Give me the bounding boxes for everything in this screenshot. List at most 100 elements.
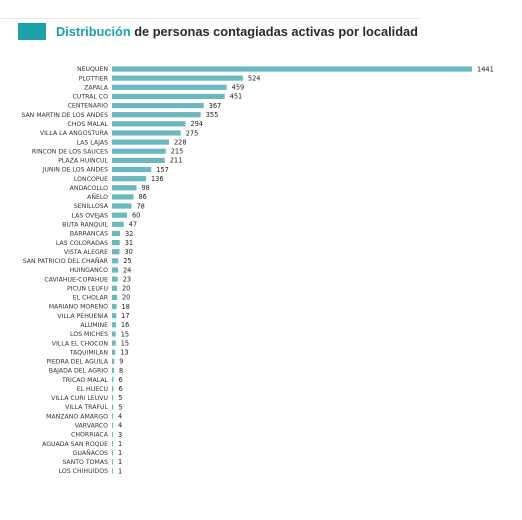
value-label: 20: [122, 285, 130, 293]
category-label: AÑELO: [87, 192, 108, 201]
value-label: 13: [120, 349, 128, 357]
chart-title: Distribución de personas contagiadas act…: [56, 23, 418, 40]
bar-4-centenario: [112, 102, 204, 109]
bar-11-junin-de-los-andes: [112, 166, 152, 173]
value-label: 275: [186, 129, 199, 137]
bar-20-vista-alegre: [112, 249, 120, 255]
category-label: EL CHOLAR: [73, 295, 109, 302]
category-label: JUNIN DE LOS ANDES: [42, 167, 109, 174]
category-label: VILLA LA ANGOSTURA: [40, 130, 109, 137]
category-label: ZAPALA: [84, 84, 109, 91]
category-label: SAN PATRICIO DEL CHAÑAR: [23, 256, 109, 265]
category-label: MARIANO MORENO: [49, 304, 108, 311]
value-label: 15: [121, 339, 129, 347]
category-label: LOS MICHES: [70, 331, 108, 338]
value-label: 25: [123, 257, 131, 265]
bar-41-aguada-san-roque: [112, 440, 113, 447]
top-divider: [0, 18, 421, 19]
value-label: 228: [174, 138, 187, 146]
category-label: TRICAO MALAL: [61, 377, 109, 384]
category-label: BAJADA DEL AGRIO: [49, 368, 108, 375]
value-label: 451: [230, 93, 243, 101]
value-label: 294: [190, 120, 203, 128]
category-label: HUINGANCO: [70, 267, 109, 274]
chart-header: Distribución de personas contagiadas act…: [18, 23, 418, 40]
bar-30-villa-el-chocon: [112, 340, 116, 346]
value-label: 8: [119, 367, 123, 375]
bar-22-huinganco: [112, 267, 118, 273]
bar-31-taquimilan: [112, 349, 116, 355]
category-label: CAVIAHUE-COPAHUE: [44, 276, 108, 283]
value-label: 60: [132, 211, 140, 219]
bar-14-anelo: [112, 194, 134, 200]
value-label: 86: [138, 193, 146, 201]
value-label: 24: [123, 266, 131, 274]
category-label: PICUN LEUFU: [67, 285, 108, 292]
category-label: NEUQUEN: [77, 66, 108, 73]
chart-title-rest: de personas contagiadas activas por loca…: [130, 24, 418, 39]
category-label: LOS CHIHUIDOS: [59, 468, 108, 475]
value-label: 5: [118, 403, 122, 411]
category-label: CHORRIACA: [71, 432, 109, 439]
title-accent-bar: [18, 23, 46, 40]
bar-8-las-lajas: [112, 139, 169, 145]
bar-35-el-huecu: [112, 386, 114, 392]
category-label: VILLA CURI LEUVU: [51, 395, 108, 402]
bar-29-los-miches: [112, 331, 116, 337]
bar-40-chorriaca: [112, 431, 113, 438]
bar-32-piedra-del-aguila: [112, 358, 115, 364]
value-label: 78: [136, 202, 144, 210]
bar-10-plaza-huincul: [112, 157, 165, 163]
value-label: 157: [156, 166, 169, 174]
bar-6-chos-malal: [112, 121, 186, 127]
bar-39-varvarco: [112, 422, 113, 428]
category-label: LAS COLORADAS: [56, 240, 108, 247]
value-label: 1: [118, 449, 122, 457]
chart-title-highlight: Distribución: [56, 24, 131, 39]
category-label: PLOTTIER: [79, 75, 109, 82]
bar-1-plottier: [112, 75, 243, 81]
category-label: TAQUIMILAN: [69, 349, 109, 356]
value-label: 6: [118, 385, 122, 393]
bar-2-zapala: [112, 84, 227, 90]
bar-23-caviahue-copahue: [112, 276, 118, 282]
value-label: 31: [125, 239, 133, 247]
category-label: VARVARCO: [75, 423, 108, 430]
value-label: 1: [118, 440, 122, 448]
value-label: 215: [171, 148, 184, 156]
value-label: 9: [119, 358, 123, 366]
category-label: BUTA RANQUIL: [62, 222, 108, 229]
bar-16-las-ovejas: [112, 212, 127, 218]
category-label: PLAZA HUINCUL: [58, 158, 108, 165]
value-label: 17: [121, 312, 129, 320]
category-label: RINCON DE LOS SAUCES: [32, 148, 108, 155]
category-label: AGUADA SAN ROQUE: [42, 441, 108, 448]
category-label: VISTA ALEGRE: [64, 249, 108, 256]
value-label: 47: [129, 221, 137, 229]
category-label: BARRANCAS: [70, 231, 108, 238]
bar-15-senillosa: [112, 203, 132, 209]
bar-43-santo-tomas: [112, 459, 113, 465]
bar-9-rincon-de-los-sauces: [112, 148, 166, 154]
bar-25-el-cholar: [112, 294, 117, 301]
category-label: VILLA EL CHOCON: [52, 340, 109, 347]
category-label: CENTENARIO: [68, 103, 109, 110]
category-label: ALUMINE: [80, 322, 108, 329]
category-label: VILLA TRAFUL: [65, 404, 108, 411]
bar-27-villa-pehuenia: [112, 313, 117, 319]
category-label: MANZANO AMARGO: [46, 413, 108, 420]
bar-3-cutral-co: [112, 93, 225, 100]
value-label: 136: [151, 175, 164, 183]
value-label: 30: [124, 248, 132, 256]
value-label: 6: [118, 376, 122, 384]
value-label: 5: [118, 394, 122, 402]
bar-7-villa-la-angostura: [112, 130, 181, 136]
value-label: 4: [118, 422, 122, 430]
bar-12-loncopue: [112, 176, 146, 182]
bar-37-villa-traful: [112, 404, 114, 410]
category-label: PIEDRA DEL AGUILA: [46, 359, 108, 366]
bar-42-guanacos: [112, 450, 113, 456]
category-label: SANTO TOMAS: [62, 459, 108, 466]
